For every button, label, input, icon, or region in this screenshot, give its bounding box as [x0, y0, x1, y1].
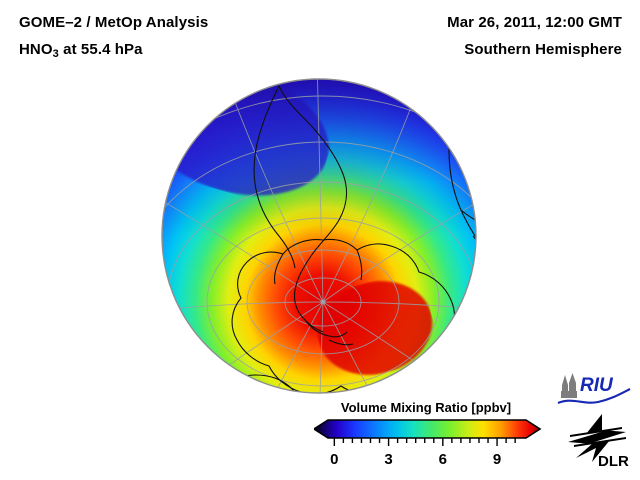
coastline-africa-north	[456, 85, 476, 131]
colorbar-tick-label: 9	[493, 451, 501, 468]
meridian-30w	[234, 101, 324, 303]
meridian-180	[316, 301, 324, 393]
colorbar-tick-label: 0	[330, 451, 338, 468]
colorbar-tick-label: 6	[439, 451, 447, 468]
species-level-title: HNO3 at 55.4 hPa	[19, 41, 143, 60]
species-name: HNO	[19, 41, 53, 58]
datetime-label: Mar 26, 2011, 12:00 GMT	[447, 14, 622, 31]
globe-limb	[161, 78, 477, 394]
globe-map	[161, 78, 477, 394]
meridian-30e	[322, 101, 414, 303]
coastline-tierra-del-fuego	[304, 319, 348, 338]
coastline-south-america-east	[278, 85, 348, 333]
pressure-level-label: at 55.4 hPa	[58, 41, 143, 58]
parallel-15s	[162, 141, 476, 393]
coastline-madagascar	[472, 235, 476, 261]
colorbar-tick-labels: 0 3 6 9	[330, 451, 501, 468]
coastline-antarctic-peninsula-inner	[273, 253, 284, 285]
coastline-africa-south	[460, 209, 476, 229]
riu-wordmark: RIU	[580, 375, 614, 396]
parallel-60s	[246, 249, 400, 355]
coastline-falklands	[328, 339, 354, 346]
meridian-0	[316, 79, 324, 303]
cathedral-icon	[561, 373, 577, 398]
meridian-150w	[238, 301, 324, 393]
colorbar-svg: 0 3 6 9	[314, 419, 542, 468]
coastline-antarctic-inner-bay	[356, 249, 363, 281]
dlr-logo: DLR	[568, 414, 629, 470]
colorbar-tick-label: 3	[384, 451, 392, 468]
riu-wave-icon	[557, 388, 631, 404]
south-pole-marker	[320, 299, 326, 305]
parallel-45s	[206, 217, 440, 387]
meridian-120e	[322, 301, 476, 393]
dlr-mark-icon	[568, 414, 626, 462]
coastline-antarctica	[231, 238, 456, 393]
colorbar: Volume Mixing Ratio [ppbv] 0 3 6 9	[306, 400, 546, 470]
analysis-title: GOME–2 / MetOp Analysis	[19, 14, 209, 31]
meridian-90w	[162, 301, 324, 313]
colorbar-title: Volume Mixing Ratio [ppbv]	[340, 400, 512, 415]
parallel-equator	[162, 95, 476, 393]
coastline-tasmania	[390, 386, 434, 393]
meridian-60w	[162, 193, 324, 303]
colorbar-ticks	[333, 438, 516, 446]
colorbar-bar	[314, 419, 542, 439]
dlr-wordmark: DLR	[598, 453, 629, 470]
globe-field	[162, 79, 476, 393]
riu-logo: RIU	[557, 373, 631, 404]
meridian-90e	[322, 301, 476, 313]
globe-svg	[161, 78, 477, 394]
species-subscript: 3	[52, 48, 59, 60]
region-label: Southern Hemisphere	[464, 41, 622, 58]
meridian-60e	[322, 193, 476, 303]
coastline-south-america-west	[253, 85, 296, 269]
